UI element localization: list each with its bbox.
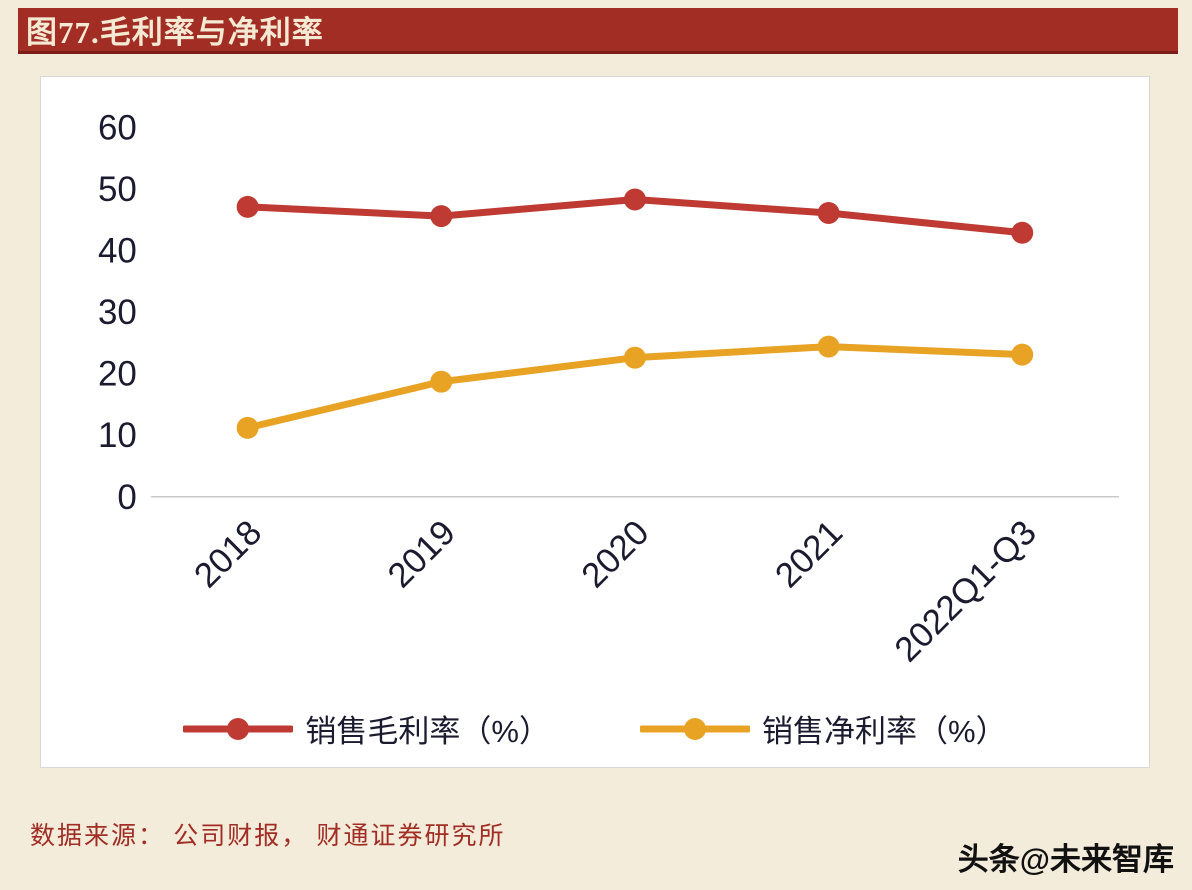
data-point bbox=[430, 205, 453, 228]
figure-title: 图77.毛利率与净利率 bbox=[26, 15, 324, 50]
y-tick-label: 60 bbox=[98, 108, 137, 147]
x-tick-label: 2020 bbox=[574, 513, 657, 596]
data-point bbox=[1011, 343, 1034, 366]
y-tick-label: 20 bbox=[98, 355, 137, 394]
x-tick-label: 2018 bbox=[187, 513, 270, 596]
data-point bbox=[1011, 221, 1034, 244]
data-point bbox=[817, 202, 840, 225]
x-tick-label: 2021 bbox=[768, 513, 851, 596]
legend-item-net-margin: 销售净利率（%） bbox=[640, 706, 1007, 751]
watermark: 头条@未来智库 bbox=[957, 842, 1174, 877]
chart-legend: 销售毛利率（%） 销售净利率（%） bbox=[41, 706, 1149, 751]
figure-title-bar: 图77.毛利率与净利率 bbox=[18, 8, 1178, 54]
x-tick-label: 2022Q1-Q3 bbox=[887, 513, 1044, 670]
y-tick-label: 50 bbox=[98, 170, 137, 209]
data-point bbox=[236, 416, 259, 439]
y-tick-label: 0 bbox=[117, 478, 136, 517]
data-point bbox=[623, 346, 646, 369]
chart-panel: 0 10 20 30 40 50 60 2018 2019 2020 2021 2022Q1-Q3 销… bbox=[40, 76, 1150, 768]
y-tick-label: 30 bbox=[98, 293, 137, 332]
data-point bbox=[236, 195, 259, 218]
data-point bbox=[817, 335, 840, 358]
legend-item-gross-margin: 销售毛利率（%） bbox=[183, 706, 550, 751]
legend-marker-gross-margin-icon bbox=[183, 717, 294, 740]
x-tick-label: 2019 bbox=[380, 513, 463, 596]
data-source-note: 数据来源： 公司财报， 财通证券研究所 bbox=[30, 823, 506, 850]
line-chart: 0 10 20 30 40 50 60 2018 2019 2020 2021 2022Q1-Q3 bbox=[98, 108, 1120, 670]
legend-label-gross-margin: 销售毛利率（%） bbox=[305, 714, 550, 749]
y-tick-label: 10 bbox=[98, 416, 137, 455]
legend-marker-net-margin-icon bbox=[640, 717, 750, 740]
y-tick-label: 40 bbox=[98, 232, 137, 271]
legend-label-net-margin: 销售净利率（%） bbox=[762, 714, 1007, 749]
data-point bbox=[623, 188, 646, 211]
data-point bbox=[430, 370, 453, 393]
